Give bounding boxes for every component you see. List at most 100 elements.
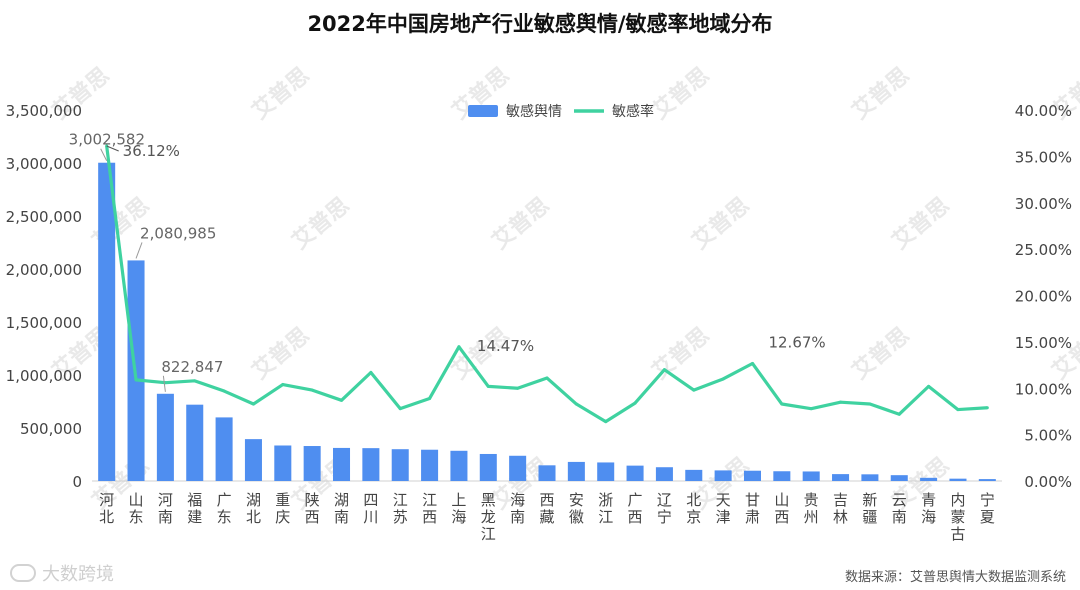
bar: [714, 470, 732, 481]
x-tick-label: 上海: [451, 491, 466, 526]
bar: [685, 469, 703, 481]
line-point: [868, 402, 872, 406]
bar-label-leader: [135, 242, 143, 259]
line-point: [721, 377, 725, 381]
x-tick-label: 陕西: [305, 491, 320, 526]
watermark-text: 艾普思: [487, 192, 554, 254]
y-right-tick-label: 30.00%: [1015, 195, 1072, 213]
bar: [479, 453, 497, 481]
line-point: [369, 370, 373, 374]
y-left-tick-label: 3,500,000: [6, 102, 82, 120]
line-point: [809, 407, 813, 411]
watermark-text: 艾普思: [87, 192, 154, 254]
x-tick-label: 湖北: [246, 491, 261, 526]
brand-icon: [10, 564, 36, 582]
y-right-tick-label: 10.00%: [1015, 380, 1072, 398]
chart-title: 2022年中国房地产行业敏感舆情/敏感率地域分布: [307, 12, 773, 36]
y-left-tick-label: 0: [72, 473, 82, 491]
bar: [655, 467, 673, 481]
data-source: 数据来源：艾普思舆情大数据监测系统: [844, 570, 1066, 585]
line-layer: [105, 144, 989, 424]
bar: [920, 477, 938, 481]
line-point: [839, 400, 843, 404]
line-point: [340, 398, 344, 402]
x-tick-label: 浙江: [598, 491, 613, 526]
x-tick-label: 江苏: [393, 491, 408, 526]
x-tick-label: 吉林: [833, 491, 848, 526]
bar: [186, 404, 204, 481]
line-point: [604, 420, 608, 424]
watermark-text: 艾普思: [1047, 322, 1080, 384]
bar: [832, 474, 850, 481]
watermark-text: 艾普思: [847, 322, 914, 384]
x-tick-label: 云南: [892, 491, 907, 526]
y-left-tick-label: 2,500,000: [6, 208, 82, 226]
y-right-tick-label: 5.00%: [1024, 427, 1072, 445]
x-tick-label: 宁夏: [980, 491, 995, 526]
line-point: [750, 361, 754, 365]
line-point: [692, 388, 696, 392]
line-point: [398, 407, 402, 411]
x-tick-label: 贵州: [804, 491, 819, 526]
line-point: [222, 389, 226, 393]
y-left-tick-label: 500,000: [20, 420, 82, 438]
x-tick-label: 重庆: [275, 491, 290, 526]
x-tick-label: 新疆: [862, 491, 877, 526]
bar: [303, 446, 321, 481]
line-data-label: 14.47%: [477, 337, 534, 355]
bar: [98, 162, 116, 481]
y-right-tick-label: 0.00%: [1024, 473, 1072, 491]
y-right-tick-label: 40.00%: [1015, 102, 1072, 120]
legend: 敏感舆情 敏感率: [468, 103, 654, 120]
line-data-label: 36.12%: [123, 142, 180, 160]
line-point: [134, 378, 138, 382]
bar: [156, 393, 174, 481]
y-left-tick-label: 2,000,000: [6, 261, 82, 279]
bar: [362, 448, 380, 481]
watermark-text: 艾普思: [647, 62, 714, 124]
brand-logo: 大数跨境: [10, 560, 114, 586]
line-point: [956, 408, 960, 412]
line-point: [545, 376, 549, 380]
x-tick-label: 北京: [686, 491, 701, 526]
bar: [244, 439, 262, 481]
line-point: [193, 379, 197, 383]
x-tick-label: 河北: [99, 491, 114, 526]
bar: [978, 479, 996, 481]
x-tick-label: 辽宁: [657, 491, 672, 526]
watermark-text: 艾普思: [247, 62, 314, 124]
x-tick-label: 四川: [363, 491, 378, 526]
y-right-tick-label: 25.00%: [1015, 241, 1072, 259]
x-tick-label: 青海: [921, 491, 936, 526]
line-point: [457, 345, 461, 349]
legend-label-line: 敏感率: [612, 103, 654, 120]
y-right-tick-label: 20.00%: [1015, 288, 1072, 306]
x-tick-label: 内蒙古: [950, 491, 965, 543]
bar: [802, 471, 820, 481]
bar: [861, 474, 879, 481]
line-point: [633, 401, 637, 405]
y-left-tick-label: 1,000,000: [6, 367, 82, 385]
line-data-label: 12.67%: [768, 333, 825, 351]
x-tick-label: 山东: [129, 491, 144, 526]
y-left-tick-label: 1,500,000: [6, 314, 82, 332]
bar: [509, 455, 527, 481]
series-line-敏感率: [105, 145, 988, 424]
line-point: [428, 396, 432, 400]
bar: [597, 462, 615, 481]
bar-data-label: 3,002,582: [69, 131, 145, 149]
axes-layer: 0 500,000 1,000,000 1,500,000 2,000,000 2,500…: [6, 102, 1072, 543]
bar: [391, 449, 409, 481]
watermark-text: 艾普思: [647, 322, 714, 384]
watermark-text: 艾普思: [847, 62, 914, 124]
legend-label-bar: 敏感舆情: [506, 103, 562, 120]
line-point: [662, 368, 666, 372]
x-tick-label: 河南: [158, 491, 173, 526]
x-tick-label: 天津: [716, 491, 731, 526]
line-point: [281, 383, 285, 387]
y-right-tick-label: 15.00%: [1015, 334, 1072, 352]
line-point: [985, 406, 989, 410]
bar: [450, 450, 468, 481]
x-tick-label: 江西: [422, 491, 437, 526]
